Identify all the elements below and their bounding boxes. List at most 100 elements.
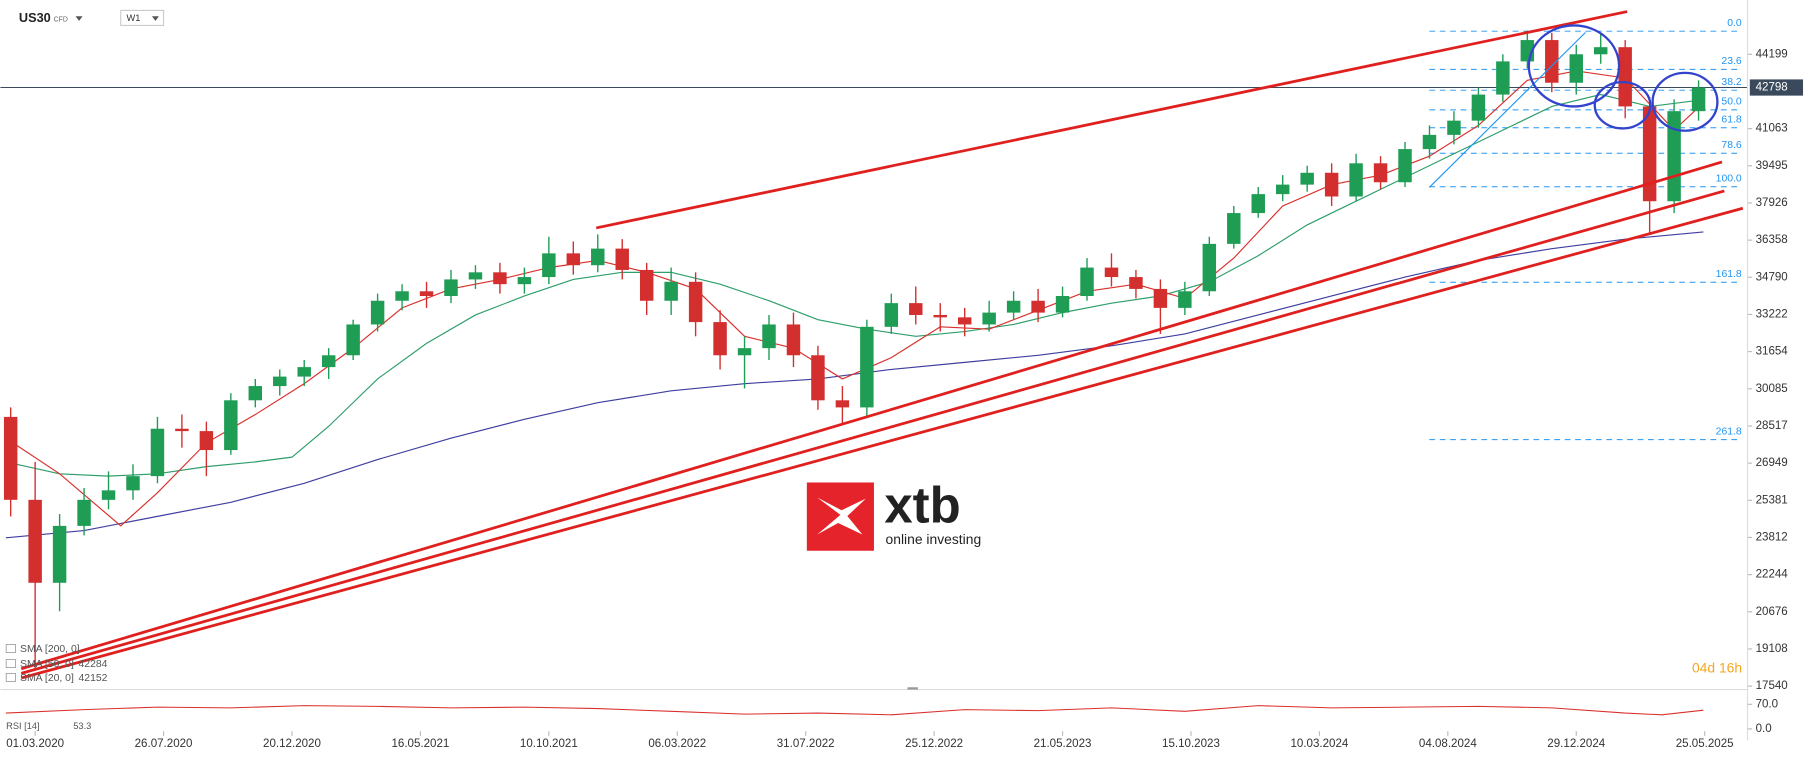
candle-body [1104, 267, 1119, 278]
y-tick-label: 25381 [1756, 494, 1788, 506]
candle-body [370, 300, 385, 325]
highlight-circle [1527, 24, 1621, 108]
y-tick-label: 30085 [1756, 383, 1788, 395]
x-tick-label: 04.08.2024 [1419, 738, 1477, 750]
candle-body [835, 400, 850, 408]
x-tick-label: 10.03.2024 [1290, 738, 1348, 750]
legend-name: SMA [200, 0] [20, 644, 80, 655]
candle-body [175, 428, 189, 432]
x-tick-label: 31.07.2022 [777, 738, 835, 750]
fib-label: 261.8 [1716, 426, 1742, 437]
trend-line [595, 10, 1628, 230]
candle-body [1202, 243, 1217, 292]
candle-body [248, 386, 263, 401]
candle-body [884, 303, 899, 327]
candle-body [1080, 267, 1094, 297]
rsi-tick-label: 70.0 [1756, 698, 1779, 710]
y-tick-label: 31654 [1756, 346, 1789, 358]
candle-body [199, 431, 214, 451]
timeframe-box[interactable] [120, 9, 165, 27]
candle-body [688, 281, 703, 323]
candle-body [1422, 134, 1437, 150]
rsi-line [5, 705, 1704, 716]
candle-body [664, 281, 678, 301]
candle-body [126, 476, 140, 491]
x-tick-label: 01.03.2020 [6, 738, 64, 750]
x-tick-label: 25.05.2025 [1676, 738, 1734, 750]
y-tick-label: 20676 [1756, 606, 1788, 618]
candle-body [1398, 149, 1412, 183]
x-tick-label: 16.05.2021 [391, 738, 449, 750]
candle-body [982, 312, 996, 325]
legend-icon [5, 659, 16, 669]
rsi-name: RSI [14] [6, 721, 39, 731]
fib-label: 0.0 [1727, 18, 1742, 29]
candle-body [786, 324, 801, 356]
highlight-circles [1527, 24, 1719, 132]
candle-body [1324, 172, 1339, 197]
panel-handle[interactable] [907, 687, 918, 690]
fib-label: 78.6 [1721, 140, 1741, 151]
trend-lines [20, 10, 1744, 680]
x-tick-label: 26.07.2020 [135, 738, 193, 750]
x-tick-label: 15.10.2023 [1162, 738, 1220, 750]
y-tick-label: 37926 [1756, 197, 1788, 209]
candle-body [224, 400, 238, 451]
legend-icon [5, 672, 16, 682]
candle-body [933, 314, 947, 318]
brand-tagline: online investing [886, 531, 982, 547]
candle-body [3, 416, 18, 500]
legend-icon [5, 644, 16, 653]
candle-body [52, 525, 67, 583]
fib-anchor-line [1428, 31, 1586, 188]
current-price-label: 42798 [1756, 82, 1788, 94]
candle-body [493, 272, 507, 285]
y-tick-label: 26949 [1756, 457, 1788, 469]
candle-body [1251, 194, 1265, 214]
candle-body [1300, 172, 1314, 185]
candle-body [1667, 111, 1681, 202]
symbol[interactable]: US30 [19, 10, 51, 25]
candle-body [1569, 54, 1583, 83]
candle-body [591, 248, 605, 266]
y-tick-label: 36358 [1756, 234, 1788, 246]
y-tick-label: 44199 [1756, 48, 1788, 60]
symbol-dropdown[interactable] [75, 16, 83, 21]
x-tick-label: 21.05.2023 [1034, 738, 1092, 750]
y-tick-label: 41063 [1756, 123, 1788, 135]
candle-body [101, 490, 116, 500]
trend-line [20, 206, 1744, 680]
watermark: xtb online investing [806, 477, 982, 551]
candle-body [517, 277, 532, 285]
y-tick-label: 33222 [1756, 309, 1788, 321]
candle-body [762, 324, 776, 349]
brand: xtb [884, 477, 960, 534]
x-tick-label: 06.03.2022 [648, 738, 706, 750]
logo-x [817, 497, 866, 535]
candle-body [737, 348, 752, 356]
candle-body [468, 272, 483, 280]
candle-body [444, 279, 458, 297]
candle-body [1275, 184, 1290, 195]
candle-body [297, 367, 311, 377]
candle-body [909, 303, 923, 315]
candle-body [1593, 47, 1608, 55]
trend-line [20, 160, 1723, 671]
candle-body [811, 355, 825, 401]
candle-body [1447, 120, 1461, 135]
candle-body [1055, 296, 1070, 313]
timeframe-dropdown[interactable] [151, 16, 159, 21]
candle-body [1373, 163, 1388, 183]
fib-label: 100.0 [1716, 173, 1742, 184]
legend-name: SMA [20, 0] [20, 673, 74, 684]
y-tick-label: 23812 [1756, 532, 1788, 544]
y-tick-label: 19108 [1756, 643, 1788, 655]
timeframe[interactable]: W1 [127, 13, 141, 23]
x-tick-label: 20.12.2020 [263, 738, 321, 750]
current-price-box [1749, 79, 1804, 96]
candle-body [713, 322, 727, 356]
candle-body [1691, 87, 1706, 112]
y-tick-label: 34790 [1756, 271, 1788, 283]
candle-body [860, 326, 874, 408]
candle-body [639, 269, 654, 301]
